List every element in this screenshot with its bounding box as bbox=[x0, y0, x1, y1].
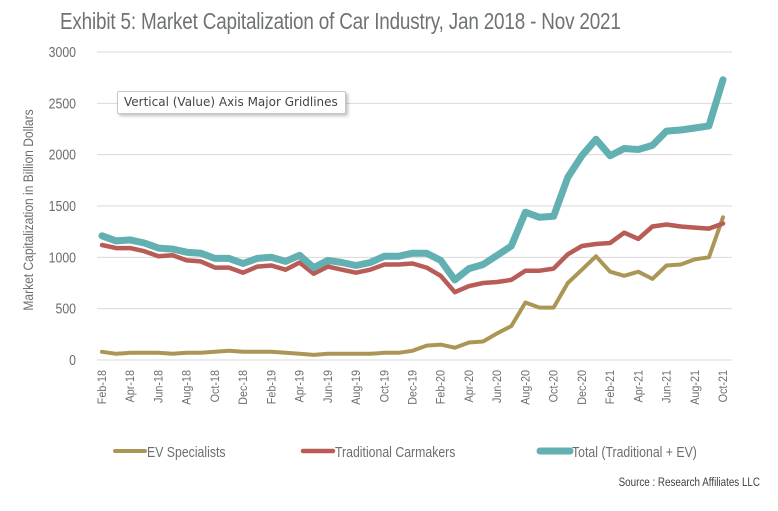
x-tick-label: Dec-20 bbox=[576, 370, 589, 405]
y-axis-ticks: 0 500 1000 1500 2000 2500 3000 bbox=[49, 44, 77, 368]
x-tick-label: Aug-21 bbox=[689, 370, 702, 405]
x-tick-label: Apr-18 bbox=[125, 370, 138, 402]
source-note: Source : Research Affiliates LLC bbox=[619, 476, 760, 489]
x-tick-label: Apr-20 bbox=[463, 370, 476, 402]
series-line-ev-specialists bbox=[100, 215, 725, 357]
x-tick-label: Jun-19 bbox=[322, 370, 335, 403]
y-tick-label: 2000 bbox=[49, 147, 77, 163]
x-tick-label: Feb-19 bbox=[266, 370, 279, 404]
x-tick-label: Feb-20 bbox=[435, 370, 448, 404]
legend-label: Total (Traditional + EV) bbox=[572, 444, 697, 460]
x-tick-label: Jun-21 bbox=[661, 370, 674, 403]
x-tick-label: Feb-18 bbox=[97, 370, 110, 404]
y-tick-label: 1000 bbox=[49, 249, 77, 265]
x-tick-label: Aug-18 bbox=[181, 370, 194, 405]
series-line-total-traditional-ev bbox=[98, 76, 727, 284]
x-tick-label: Jun-18 bbox=[153, 370, 166, 403]
x-tick-label: Oct-18 bbox=[209, 370, 222, 402]
y-tick-label: 1500 bbox=[49, 198, 77, 214]
x-tick-label: Oct-21 bbox=[718, 370, 731, 402]
legend-label: EV Specialists bbox=[147, 444, 226, 460]
x-tick-label: Jun-20 bbox=[492, 370, 505, 403]
y-tick-label: 500 bbox=[55, 301, 76, 317]
gridlines-tooltip: Vertical (Value) Axis Major Gridlines bbox=[117, 91, 346, 114]
chart-title: Exhibit 5: Market Capitalization of Car … bbox=[60, 8, 621, 34]
x-tick-label: Oct-19 bbox=[379, 370, 392, 402]
x-tick-label: Apr-21 bbox=[633, 370, 646, 402]
series-lines bbox=[98, 76, 727, 357]
y-tick-label: 3000 bbox=[49, 44, 77, 60]
y-tick-label: 0 bbox=[69, 352, 76, 368]
legend: EV Specialists Traditional Carmakers Total… bbox=[113, 444, 697, 460]
x-tick-label: Oct-20 bbox=[548, 370, 561, 402]
series-line-traditional-carmakers bbox=[99, 221, 726, 295]
x-tick-label: Feb-21 bbox=[605, 370, 618, 404]
x-tick-label: Aug-20 bbox=[520, 370, 533, 405]
y-tick-label: 2500 bbox=[49, 95, 77, 111]
x-tick-label: Dec-18 bbox=[238, 370, 251, 405]
y-axis-title: Market Capitalization in Billion Dollars bbox=[20, 109, 36, 311]
x-tick-label: Aug-19 bbox=[351, 370, 364, 405]
x-axis-ticks: Feb-18 Apr-18 Jun-18 Aug-18 Oct-18 Dec-18 Feb-… bbox=[97, 370, 731, 405]
x-tick-label: Dec-19 bbox=[407, 370, 420, 405]
x-tick-label: Apr-19 bbox=[294, 370, 307, 402]
legend-label: Traditional Carmakers bbox=[335, 444, 456, 460]
